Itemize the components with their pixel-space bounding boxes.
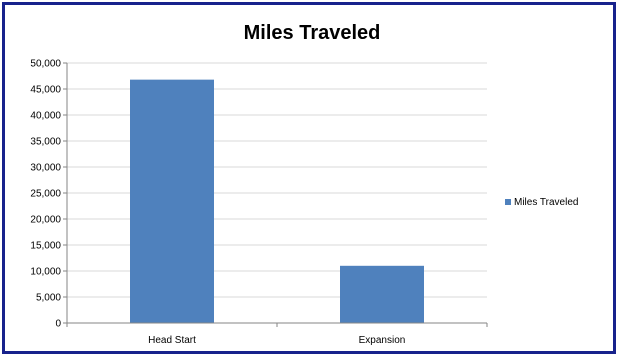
y-tick-label: 10,000 xyxy=(30,267,61,278)
x-tick-label: Head Start xyxy=(148,335,196,346)
y-tick-label: 20,000 xyxy=(30,215,61,226)
y-tick-label: 35,000 xyxy=(30,137,61,148)
bars xyxy=(130,79,424,323)
legend: Miles Traveled xyxy=(505,197,578,208)
y-tick-label: 40,000 xyxy=(30,111,61,122)
y-tick-label: 15,000 xyxy=(30,241,61,252)
legend-label-miles-traveled: Miles Traveled xyxy=(514,197,578,208)
y-tick-label: 25,000 xyxy=(30,189,61,200)
x-axis-ticks: Head Start Expansion xyxy=(66,323,488,346)
y-tick-label: 0 xyxy=(55,319,61,330)
chart-title: Miles Traveled xyxy=(244,22,381,44)
x-tick-label: Expansion xyxy=(359,335,406,346)
legend-swatch xyxy=(505,199,511,205)
y-tick-label: 45,000 xyxy=(30,85,61,96)
y-axis-ticks: 0 5,000 10,000 15,000 20,000 25,000 30,000 35,0… xyxy=(30,59,67,330)
bar-head-start xyxy=(130,79,214,323)
y-tick-label: 5,000 xyxy=(36,293,61,304)
bar-chart: Miles Traveled 0 5,000 10,000 15,000 20,000 2… xyxy=(30,22,578,346)
y-tick-label: 50,000 xyxy=(30,59,61,70)
bar-expansion xyxy=(340,265,424,323)
y-tick-label: 30,000 xyxy=(30,163,61,174)
